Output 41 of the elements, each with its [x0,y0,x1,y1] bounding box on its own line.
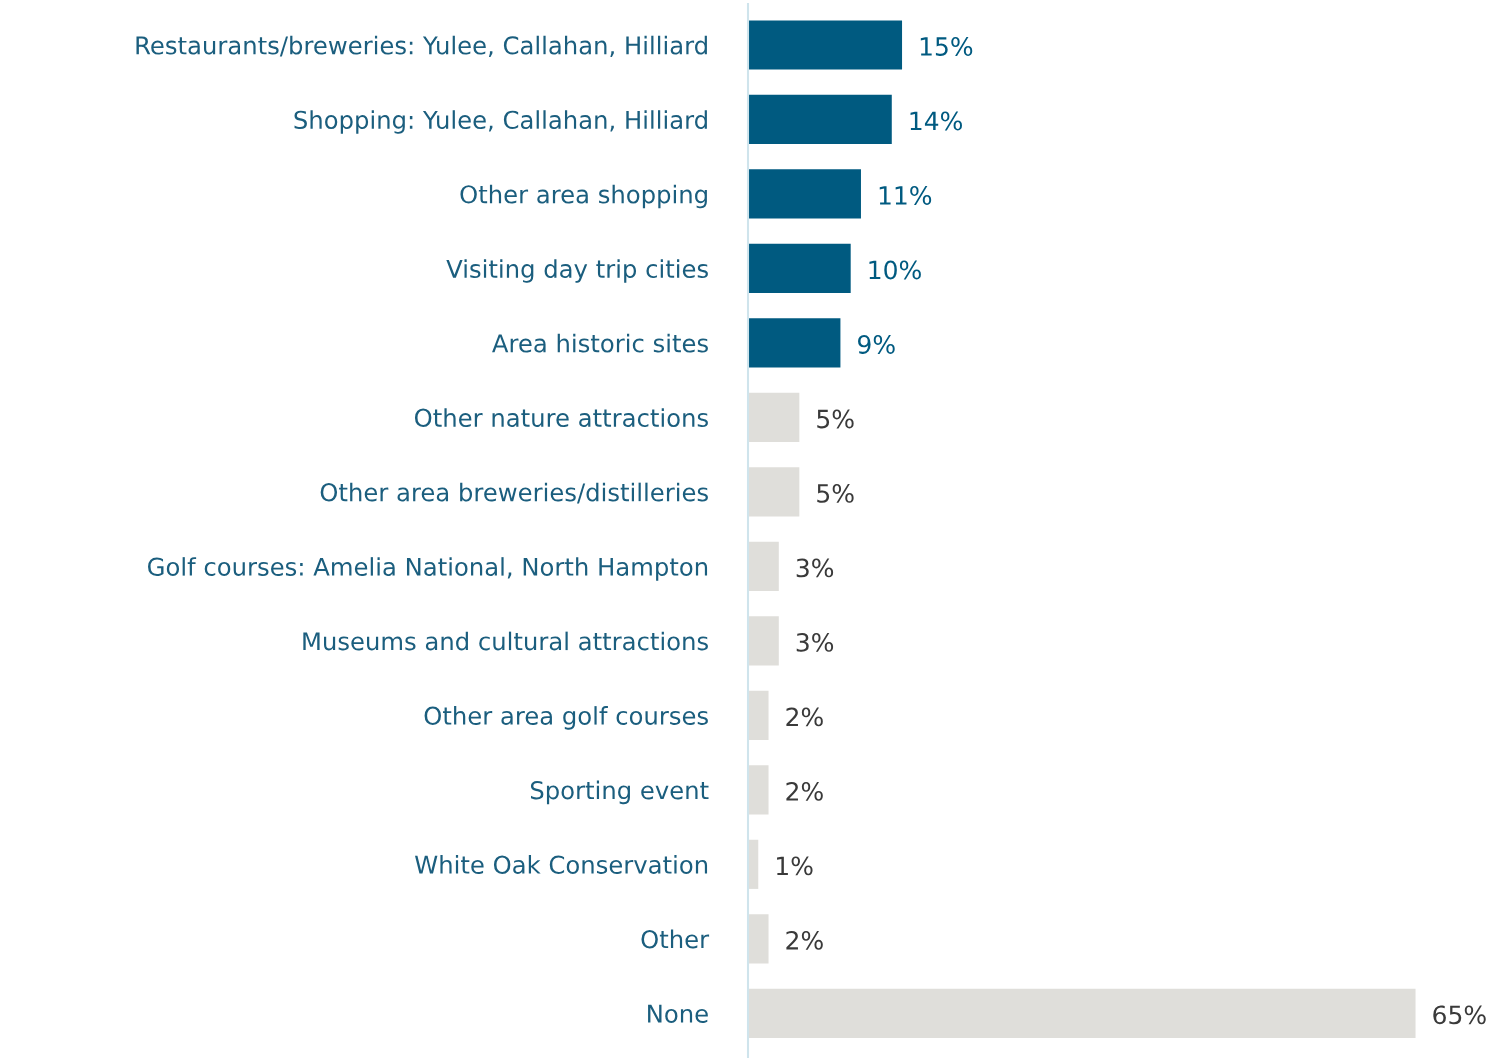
bar [748,914,769,964]
data-label: 2% [786,707,823,727]
bar [748,988,1416,1038]
data-label: 5% [817,409,854,429]
y-tick-label: Other [641,929,710,949]
data-label: 11% [879,186,932,205]
data-label: 14% [910,111,962,131]
data-label: 15% [920,37,973,56]
data-label: 1% [777,856,813,876]
bar [748,318,841,368]
bar [748,94,892,145]
bar [748,169,861,219]
y-tick-label: Other area breweries/distilleries [320,482,708,504]
y-tick-label: Other area shopping [460,184,707,209]
bar [748,690,769,740]
data-label: 3% [796,632,834,652]
bar [748,392,800,442]
bar [748,467,800,517]
y-tick-label: Sporting event [530,780,709,805]
bar [748,765,769,815]
bar [748,616,779,666]
data-label: 10% [869,260,921,280]
bar [748,243,851,294]
data-label: 9% [858,334,895,354]
data-label: 65% [1433,1005,1486,1025]
y-tick-label: Visiting day trip cities [446,259,708,283]
data-label: 3% [796,558,834,578]
bar [748,541,779,591]
y-tick-label: Golf courses: Amelia National, North Hampton [148,557,708,581]
data-label: 5% [817,483,854,503]
data-label: 2% [786,781,823,801]
data-label: 2% [786,930,823,950]
y-tick-label: Area historic sites [492,333,708,353]
y-tick-label: Shopping: Yulee, Callahan, Hilliard [294,110,707,134]
bar [748,20,903,70]
y-tick-label: Other nature attractions [414,408,708,427]
y-tick-label: Other area golf courses [424,706,708,730]
y-tick-label: Museums and cultural attractions [303,631,708,651]
y-tick-label: White Oak Conservation [415,855,708,874]
y-tick-label: Restaurants/breweries: Yulee, Callahan, Hilliard [136,35,707,58]
y-tick-label: None [648,1004,708,1023]
